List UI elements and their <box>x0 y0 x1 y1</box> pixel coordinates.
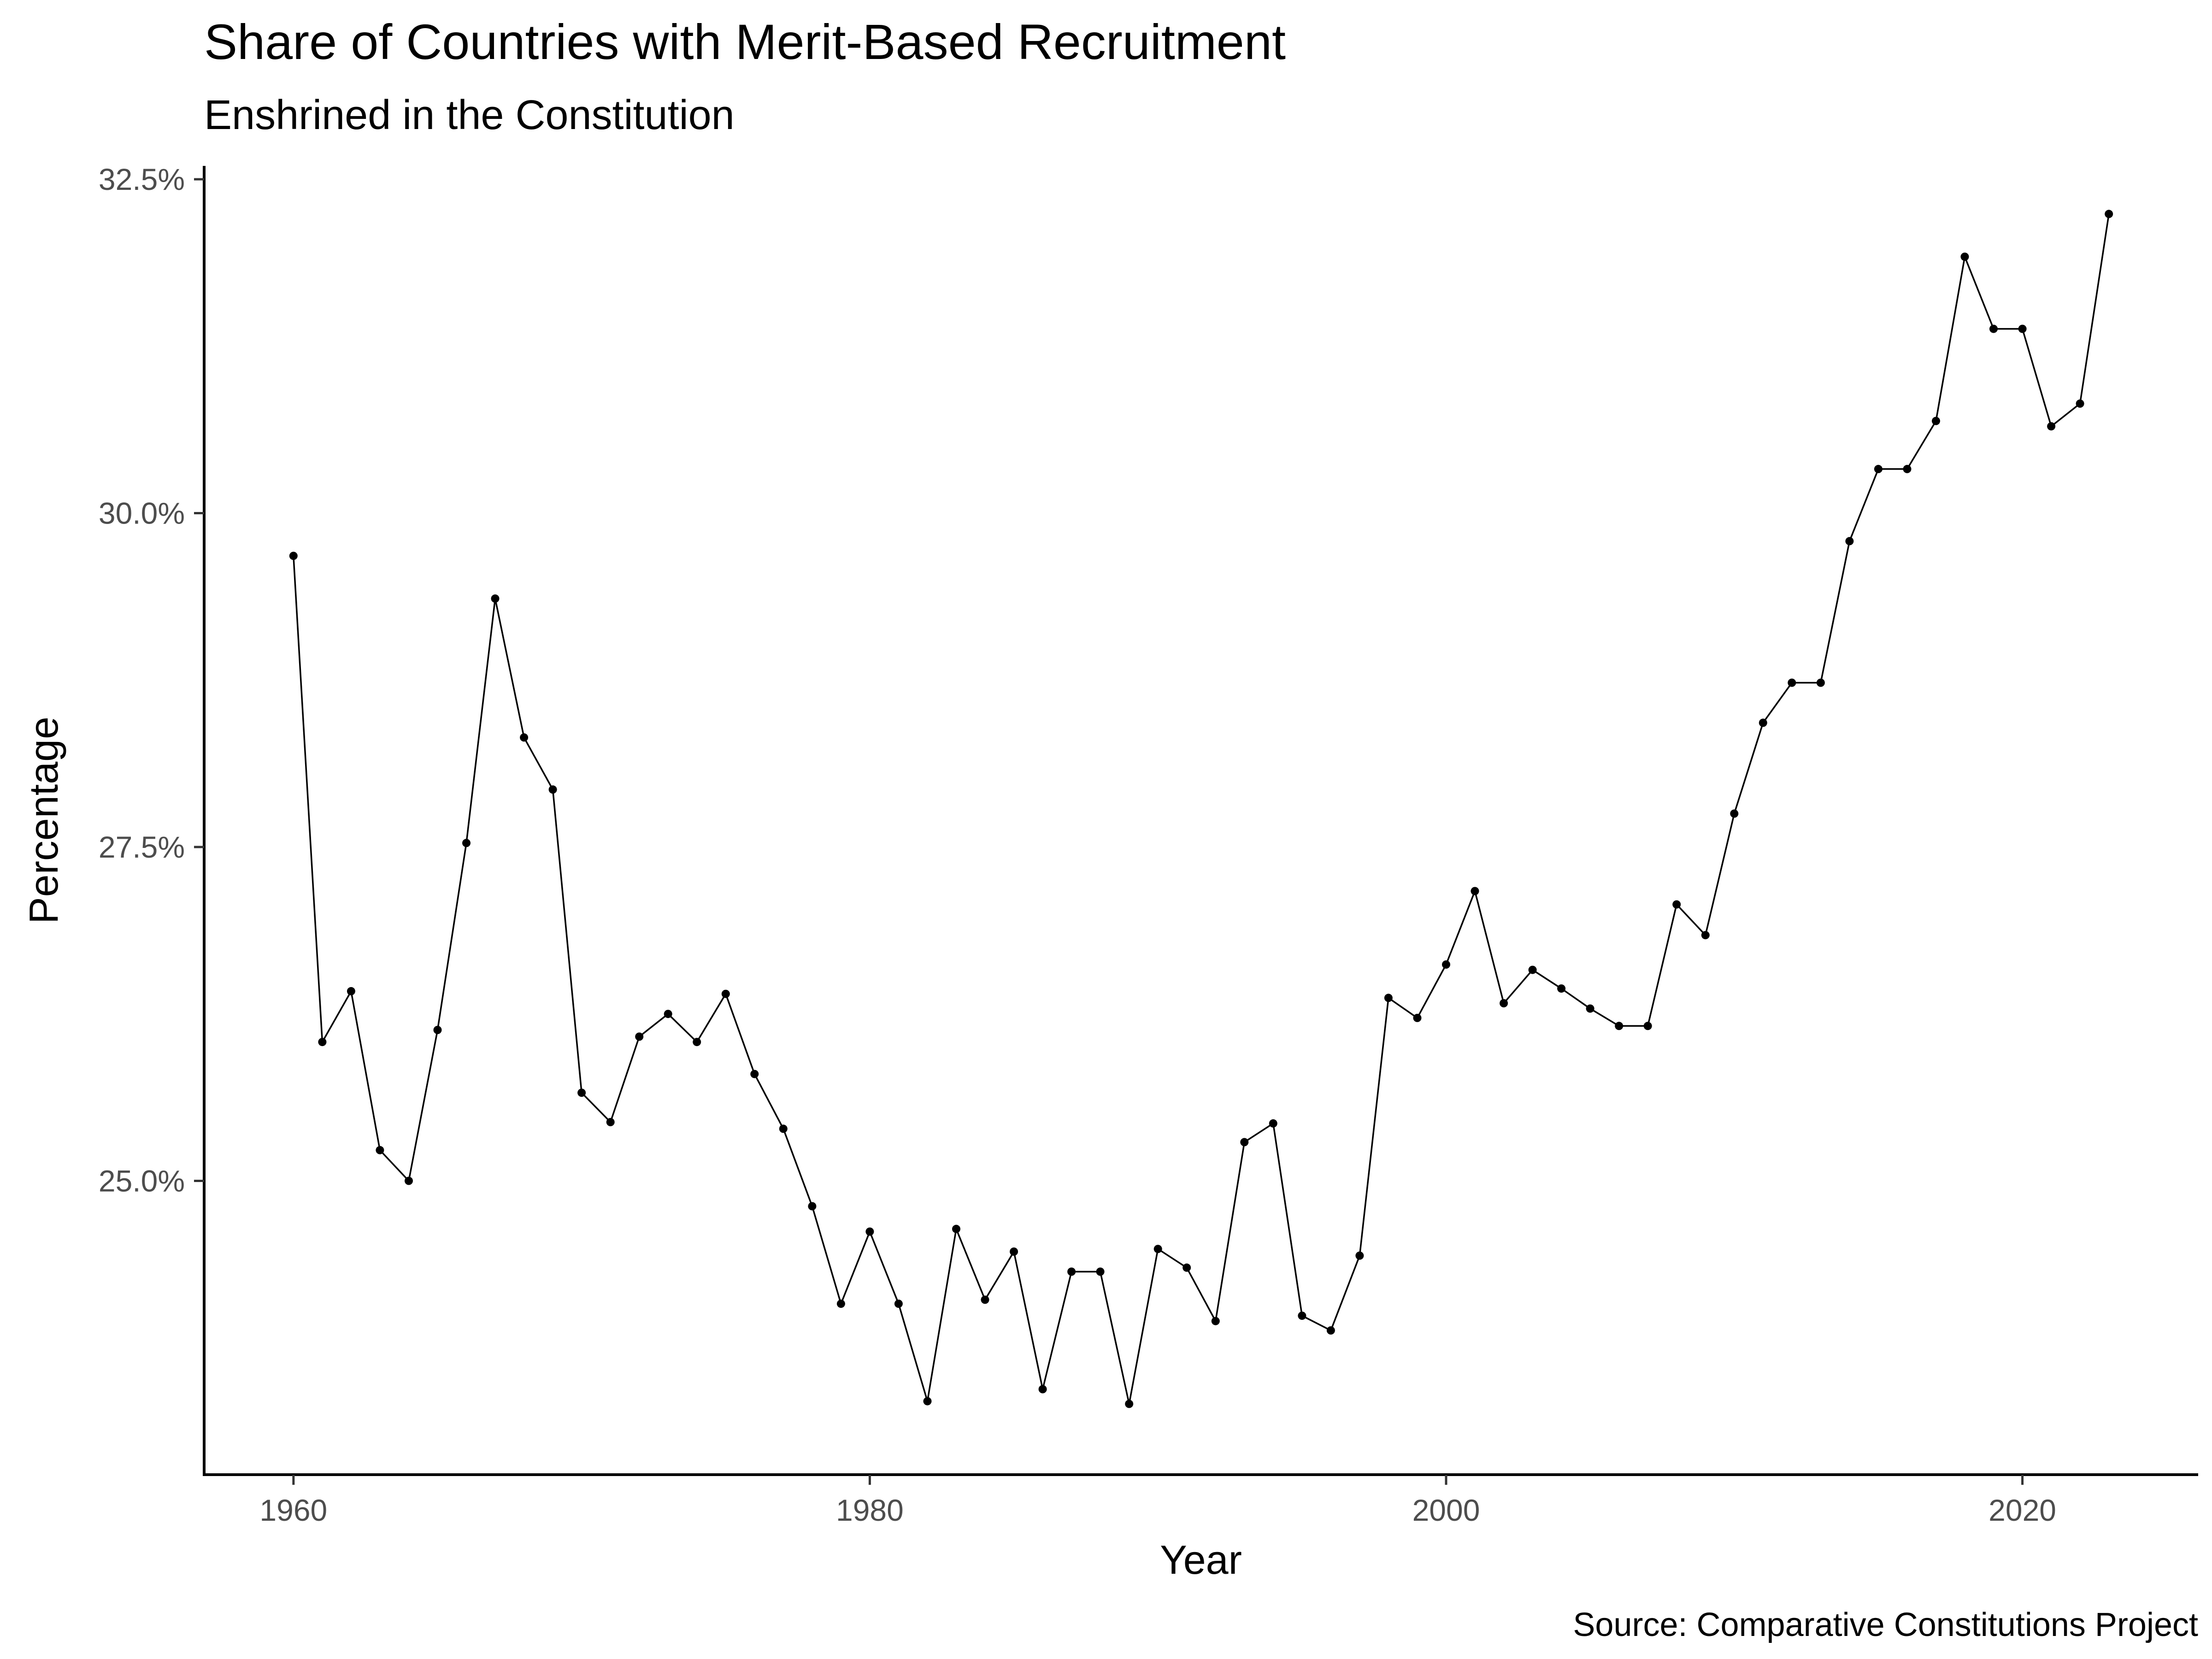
y-tick-label: 30.0% <box>99 496 185 530</box>
data-point <box>2018 324 2027 333</box>
data-point <box>1298 1312 1306 1320</box>
data-point <box>462 839 471 847</box>
data-point <box>1500 999 1508 1007</box>
data-point <box>836 1300 845 1308</box>
x-tick-label: 1960 <box>259 1493 327 1527</box>
data-point <box>1701 931 1710 940</box>
data-point <box>1269 1119 1277 1128</box>
source-caption: Source: Comparative Constitutions Projec… <box>1573 1606 2198 1643</box>
y-axis-title: Percentage <box>21 717 66 924</box>
data-point <box>289 552 298 560</box>
data-point <box>635 1032 644 1041</box>
data-point <box>1845 537 1854 546</box>
data-point <box>1384 994 1393 1002</box>
data-point <box>1672 900 1681 909</box>
x-axis-title: Year <box>1160 1537 1242 1583</box>
data-point <box>1442 960 1450 969</box>
x-axis-ticks: 1960 1980 2000 2020 <box>259 1475 2056 1527</box>
data-point <box>2047 422 2056 431</box>
data-point <box>347 987 355 995</box>
plot-area: 1960 1980 2000 2020 25.0% 27.5% 30.0% 32.5% <box>99 162 2198 1527</box>
data-point <box>664 1010 672 1018</box>
data-point <box>405 1177 413 1185</box>
data-point <box>1816 678 1825 687</box>
data-point <box>808 1202 817 1211</box>
y-tick-label: 32.5% <box>99 162 185 196</box>
data-point <box>433 1026 442 1034</box>
data-point <box>491 594 500 603</box>
data-point <box>1932 417 1940 425</box>
chart-title: Share of Countries with Merit-Based Recr… <box>204 14 1286 70</box>
data-point <box>520 733 529 742</box>
data-point <box>721 989 730 998</box>
data-point <box>1067 1267 1076 1276</box>
y-axis-ticks: 25.0% 27.5% 30.0% 32.5% <box>99 162 204 1198</box>
data-point <box>1471 887 1479 895</box>
x-tick-label: 1980 <box>836 1493 904 1527</box>
data-point <box>1615 1022 1624 1030</box>
data-point <box>1557 984 1566 993</box>
data-point <box>577 1088 586 1097</box>
y-tick-label: 27.5% <box>99 830 185 864</box>
data-point <box>952 1224 960 1233</box>
data-point <box>1096 1267 1105 1276</box>
data-point <box>1730 809 1739 818</box>
data-point <box>1903 465 1912 473</box>
data-point <box>750 1070 759 1078</box>
data-point <box>1960 253 1969 261</box>
data-point <box>2105 210 2113 218</box>
data-point <box>318 1038 327 1047</box>
data-point <box>1038 1385 1047 1394</box>
data-point <box>1182 1263 1191 1272</box>
data-point <box>1326 1326 1335 1335</box>
data-point <box>1989 324 1998 333</box>
data-point <box>693 1038 701 1047</box>
data-point <box>779 1124 788 1133</box>
data-point <box>981 1295 989 1304</box>
data-point <box>2076 399 2084 408</box>
data-point <box>1413 1013 1422 1022</box>
chart-subtitle: Enshrined in the Constitution <box>204 92 735 138</box>
data-point <box>1643 1022 1652 1030</box>
data-point <box>1355 1251 1364 1260</box>
data-point <box>894 1300 903 1308</box>
data-point <box>1153 1245 1162 1253</box>
data-points <box>289 210 2113 1408</box>
data-point <box>1211 1317 1220 1325</box>
y-tick-label: 25.0% <box>99 1164 185 1198</box>
data-point <box>923 1397 932 1406</box>
data-point <box>1874 465 1883 473</box>
data-point <box>1759 718 1767 727</box>
data-point <box>1586 1004 1594 1013</box>
data-point <box>1788 678 1796 687</box>
series-line <box>293 214 2110 1404</box>
data-point <box>606 1118 615 1126</box>
x-tick-label: 2020 <box>1988 1493 2056 1527</box>
data-point <box>865 1227 874 1236</box>
x-tick-label: 2000 <box>1412 1493 1480 1527</box>
data-point <box>548 785 557 794</box>
data-point <box>1010 1247 1018 1256</box>
data-point <box>1240 1138 1249 1147</box>
data-point <box>376 1146 384 1154</box>
data-point <box>1528 965 1537 974</box>
data-point <box>1125 1400 1134 1408</box>
